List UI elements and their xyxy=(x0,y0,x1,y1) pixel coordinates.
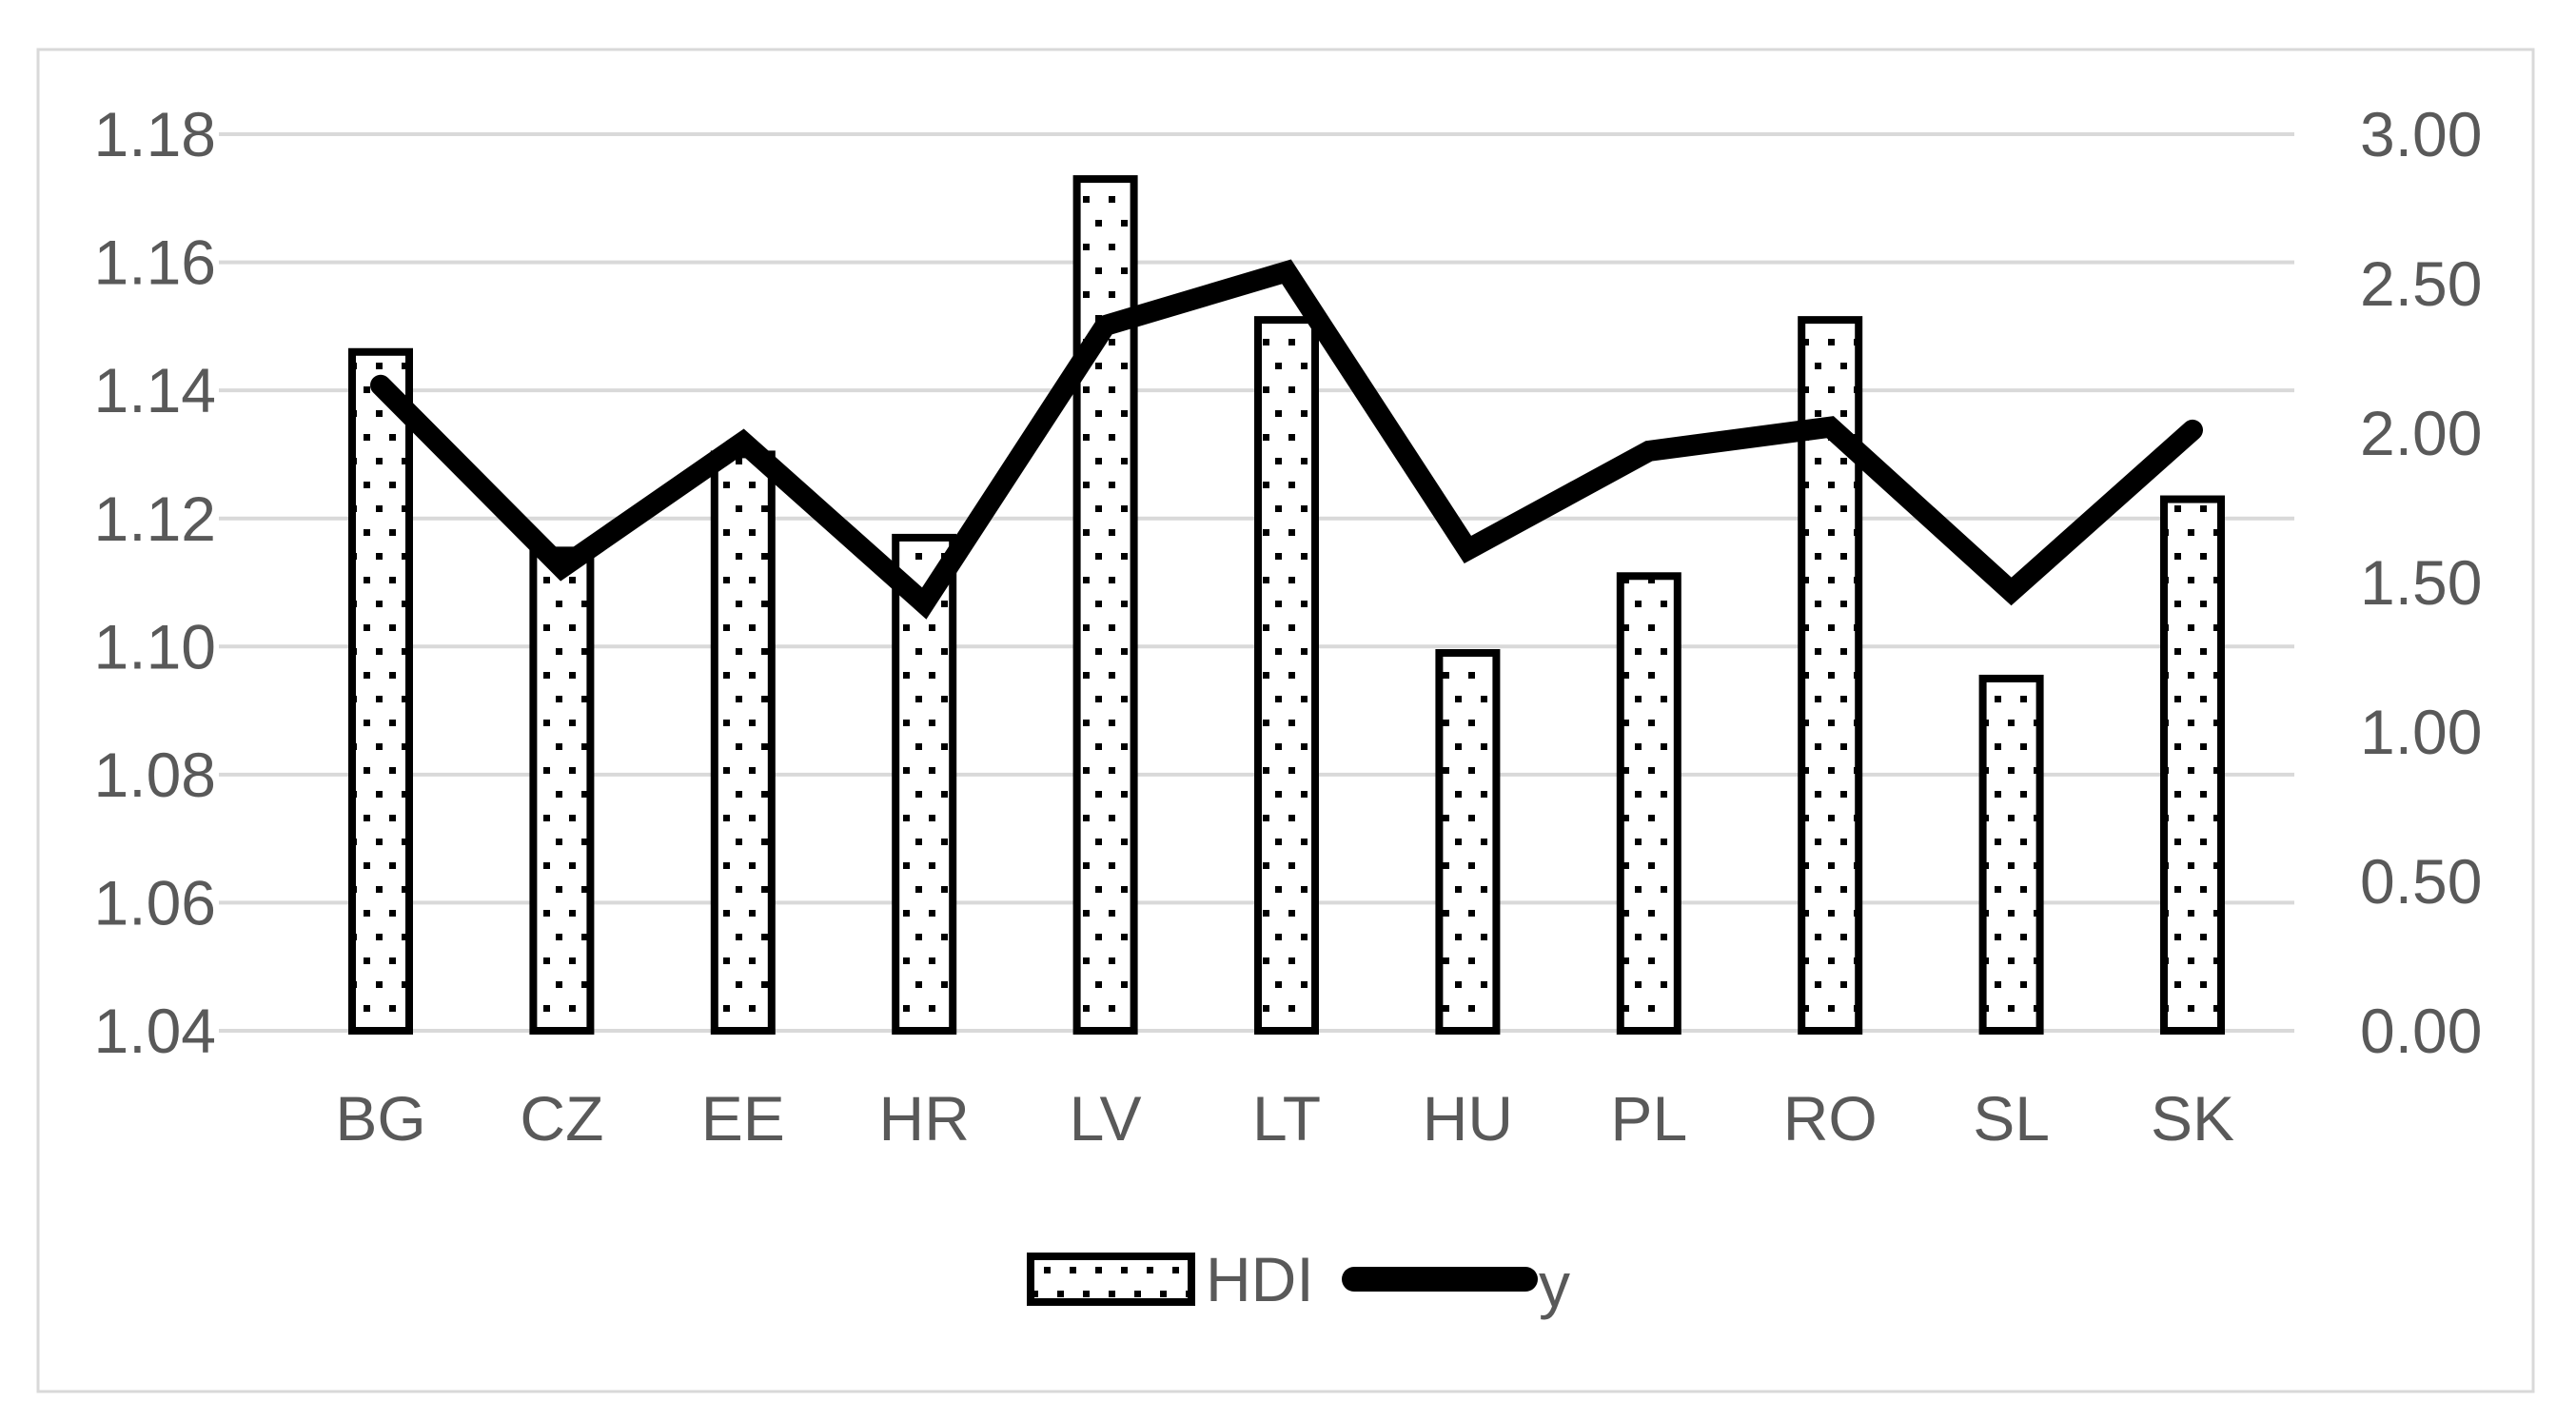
bar-SK xyxy=(2160,495,2225,1035)
category-label: BG xyxy=(335,1083,425,1154)
category-label: RO xyxy=(1783,1083,1878,1154)
left-axis-tick-label: 1.16 xyxy=(94,227,216,298)
category-label: HR xyxy=(879,1083,970,1154)
left-axis-tick-label: 1.04 xyxy=(94,996,216,1066)
bar-CZ xyxy=(529,546,595,1035)
right-axis-tick-label: 1.00 xyxy=(2360,697,2482,767)
left-axis-tick-label: 1.06 xyxy=(94,868,216,938)
right-axis-tick-label: 0.50 xyxy=(2360,846,2482,917)
bar-HR xyxy=(892,533,957,1035)
category-label: LT xyxy=(1252,1083,1321,1154)
category-label: HU xyxy=(1423,1083,1513,1154)
bar-BG xyxy=(348,347,413,1035)
figure-border xyxy=(36,48,2535,1393)
category-label: SK xyxy=(2151,1083,2234,1154)
category-label: CZ xyxy=(520,1083,603,1154)
legend-label-y: y xyxy=(1539,1250,1570,1320)
bar-LV xyxy=(1072,175,1138,1036)
category-label: PL xyxy=(1610,1083,1687,1154)
right-axis-tick-label: 3.00 xyxy=(2360,99,2482,169)
legend-swatch-HDI xyxy=(1027,1253,1195,1306)
legend: HDI y xyxy=(1027,1244,1570,1320)
left-axis-tick-label: 1.12 xyxy=(94,484,216,554)
category-axis: BG CZ EE HR LV LT HU PL RO SL SK xyxy=(335,1083,2234,1154)
bar-HU xyxy=(1435,649,1501,1035)
legend-label-HDI: HDI xyxy=(1206,1244,1314,1314)
left-axis-tick-label: 1.14 xyxy=(94,355,216,425)
bar-series-HDI xyxy=(348,175,2225,1036)
bar-LT xyxy=(1254,316,1319,1035)
right-axis-tick-label: 0.00 xyxy=(2360,996,2482,1066)
left-axis-tick-label: 1.10 xyxy=(94,611,216,681)
bar-PL xyxy=(1616,572,1681,1035)
right-axis-tick-label: 2.50 xyxy=(2360,248,2482,319)
left-axis-tick-label: 1.18 xyxy=(94,99,216,169)
right-axis-tick-label: 2.00 xyxy=(2360,398,2482,468)
bar-EE xyxy=(710,450,776,1035)
right-axis: 3.00 2.50 2.00 1.50 1.00 0.50 0.00 xyxy=(2360,99,2482,1066)
left-axis-tick-label: 1.08 xyxy=(94,740,216,810)
category-label: SL xyxy=(1973,1083,2050,1154)
line-series-y xyxy=(370,259,2203,620)
bar-SL xyxy=(1978,674,2044,1036)
category-label: EE xyxy=(701,1083,785,1154)
left-axis: 1.18 1.16 1.14 1.12 1.10 1.08 1.06 1.04 xyxy=(94,99,216,1066)
category-label: LV xyxy=(1070,1083,1142,1154)
right-axis-tick-label: 1.50 xyxy=(2360,547,2482,618)
